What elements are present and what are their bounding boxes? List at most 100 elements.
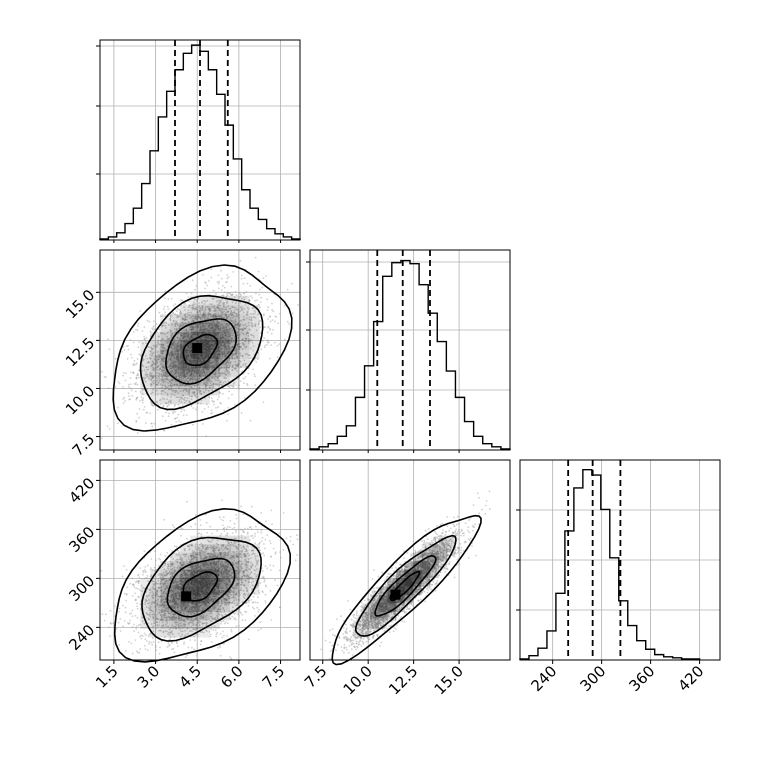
scatter-point xyxy=(142,571,145,574)
scatter-point xyxy=(250,325,253,328)
scatter-point xyxy=(260,531,263,534)
scatter-point xyxy=(229,342,232,344)
scatter-point xyxy=(157,336,160,338)
scatter-point xyxy=(199,643,202,646)
scatter-point xyxy=(168,353,170,356)
scatter-point xyxy=(196,298,199,301)
scatter-point xyxy=(224,350,227,353)
scatter-point xyxy=(188,367,190,370)
scatter-point xyxy=(222,326,224,329)
scatter-point xyxy=(136,374,138,377)
scatter-point xyxy=(151,377,154,379)
scatter-point xyxy=(182,378,185,380)
scatter-point xyxy=(222,303,224,305)
scatter-point xyxy=(151,377,154,380)
scatter-point xyxy=(208,330,211,333)
scatter-point xyxy=(206,368,209,370)
scatter-point xyxy=(149,412,152,415)
scatter-point xyxy=(228,315,230,318)
scatter-point xyxy=(135,419,138,422)
scatter-point xyxy=(189,370,192,373)
scatter-point xyxy=(202,369,205,372)
scatter-point xyxy=(224,345,227,348)
scatter-point xyxy=(272,547,275,550)
scatter-point xyxy=(266,339,269,342)
scatter-point xyxy=(166,405,169,408)
scatter-point xyxy=(209,359,212,361)
scatter-point xyxy=(166,646,169,648)
scatter-point xyxy=(144,373,147,376)
scatter-point xyxy=(159,348,162,351)
scatter-point xyxy=(218,324,220,327)
scatter-point xyxy=(257,610,260,613)
density-cell xyxy=(170,359,181,369)
scatter-point xyxy=(172,379,174,381)
scatter-point xyxy=(166,551,169,554)
scatter-point xyxy=(150,567,152,569)
scatter-point xyxy=(132,331,135,333)
scatter-point xyxy=(256,601,259,604)
scatter-point xyxy=(145,366,148,369)
scatter-point xyxy=(209,370,211,373)
scatter-point xyxy=(254,324,256,327)
scatter-point xyxy=(216,324,219,327)
scatter-point xyxy=(228,351,230,354)
scatter-point xyxy=(156,341,159,344)
scatter-point xyxy=(123,396,126,399)
density-cell xyxy=(170,313,181,323)
density-cell xyxy=(190,304,200,314)
scatter-point xyxy=(197,528,200,531)
scatter-point xyxy=(225,340,227,342)
scatter-point xyxy=(132,372,135,375)
scatter-point xyxy=(188,388,191,391)
scatter-point xyxy=(203,316,205,318)
scatter-point xyxy=(198,316,201,319)
scatter-point xyxy=(289,540,292,542)
scatter-point xyxy=(164,554,167,557)
scatter-point xyxy=(248,328,251,331)
scatter-point xyxy=(204,383,207,386)
scatter-point xyxy=(246,310,249,313)
scatter-point xyxy=(230,657,233,660)
scatter-point xyxy=(135,398,138,401)
scatter-point xyxy=(272,328,274,331)
scatter-point xyxy=(199,310,201,313)
scatter-point xyxy=(215,406,217,409)
scatter-point xyxy=(122,372,125,374)
scatter-point xyxy=(172,320,175,323)
scatter-point xyxy=(179,384,182,386)
scatter-point xyxy=(118,610,120,613)
scatter-point xyxy=(109,609,112,612)
scatter-point xyxy=(255,329,258,332)
scatter-point xyxy=(195,306,197,309)
scatter-point xyxy=(172,366,175,368)
scatter-point xyxy=(162,397,164,400)
scatter-point xyxy=(276,356,279,359)
scatter-point xyxy=(129,339,132,341)
scatter-point xyxy=(251,341,254,344)
scatter-point xyxy=(266,309,269,312)
scatter-point xyxy=(225,323,228,326)
scatter-point xyxy=(252,313,255,315)
scatter-point xyxy=(150,378,153,380)
scatter-point xyxy=(150,641,152,644)
scatter-point xyxy=(221,330,223,333)
scatter-point xyxy=(187,333,190,336)
scatter-point xyxy=(199,325,202,328)
scatter-point xyxy=(179,396,181,399)
scatter-point xyxy=(117,406,119,409)
scatter-point xyxy=(191,279,194,282)
scatter-point xyxy=(197,315,200,318)
scatter-point xyxy=(152,360,154,363)
scatter-point xyxy=(181,334,183,337)
scatter-point xyxy=(221,341,224,343)
scatter-point xyxy=(152,382,155,385)
scatter-point xyxy=(143,378,146,381)
scatter-point xyxy=(227,413,229,416)
scatter-point xyxy=(232,354,235,357)
scatter-point xyxy=(215,323,218,326)
scatter-point xyxy=(201,305,204,308)
scatter-point xyxy=(104,376,107,379)
scatter-point xyxy=(134,390,137,393)
